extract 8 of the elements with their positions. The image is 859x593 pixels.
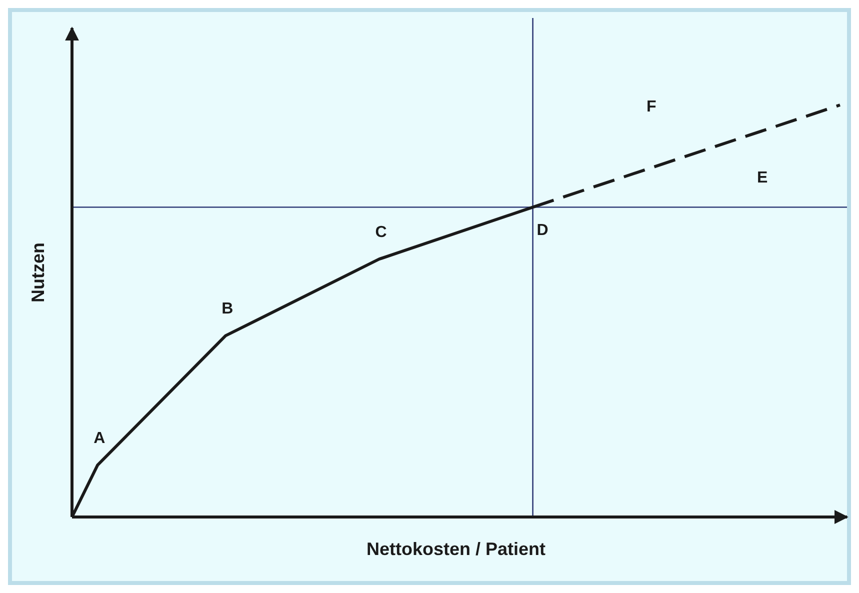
annotation: B: [222, 300, 234, 318]
annotation: A: [94, 430, 106, 448]
x-axis-title: Nettokosten / Patient: [366, 539, 546, 559]
annotation: D: [536, 222, 548, 240]
annotation: E: [757, 170, 768, 187]
annotation: C: [375, 224, 388, 242]
y-axis-title: Nutzen: [28, 242, 48, 302]
annotation: F: [646, 98, 656, 116]
